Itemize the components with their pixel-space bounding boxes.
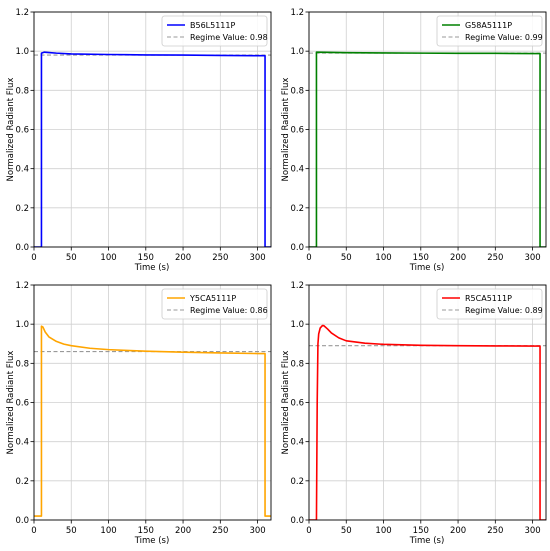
x-tick-label: 0: [31, 526, 36, 536]
y-tick-label: 0.4: [290, 165, 304, 175]
series-line: [309, 51, 546, 247]
y-axis-label: Normalized Radiant Flux: [281, 351, 291, 455]
legend: Y5CA5111P Regime Value: 0.86: [161, 288, 268, 320]
y-axis-label: Normalized Radiant Flux: [6, 351, 16, 455]
legend-label: Regime Value: 0.98: [190, 33, 268, 42]
x-tick-label: 200: [175, 526, 191, 536]
plot-frame: [33, 284, 272, 521]
x-tick-label: 0: [306, 526, 311, 536]
x-tick-label: 300: [249, 253, 265, 263]
x-tick-label: 200: [450, 253, 466, 263]
x-tick-label: 50: [341, 526, 352, 536]
x-tick-label: 50: [66, 526, 77, 536]
y-tick-label: 1.0: [290, 47, 304, 57]
y-tick-label: 0.4: [15, 438, 29, 448]
y-tick-label: 0.4: [290, 438, 304, 448]
y-tick-label: 0.2: [290, 477, 304, 487]
y-tick-label: 0.8: [15, 86, 29, 96]
x-tick-label: 250: [212, 253, 228, 263]
legend-label: Y5CA5111P: [189, 294, 236, 303]
x-tick-label: 0: [306, 253, 311, 263]
y-tick-label: 0.6: [290, 126, 304, 136]
legend-label: Regime Value: 0.86: [190, 306, 268, 315]
x-axis-label: Time (s): [409, 263, 445, 273]
x-tick-label: 100: [100, 526, 116, 536]
chart-panel: 0 50 100 150 200 250 300 0.0 0.2 0.4 0.6 0.8 1.0 1.2 T…: [6, 281, 272, 546]
series-line: [34, 51, 271, 247]
legend-box: [436, 288, 543, 320]
x-tick-label: 300: [524, 253, 540, 263]
plot-frame: [308, 284, 547, 521]
x-tick-label: 250: [212, 526, 228, 536]
y-axis-label: Normalized Radiant Flux: [281, 78, 291, 182]
legend: G58A5111P Regime Value: 0.99: [436, 15, 543, 47]
x-tick-label: 300: [249, 526, 265, 536]
x-tick-label: 250: [487, 526, 503, 536]
y-tick-label: 1.0: [15, 47, 29, 57]
legend-label: Regime Value: 0.99: [465, 33, 543, 42]
x-tick-label: 150: [413, 253, 429, 263]
x-axis-label: Time (s): [409, 536, 445, 546]
legend-box: [161, 15, 268, 47]
y-tick-label: 0.2: [15, 477, 29, 487]
x-tick-label: 0: [31, 253, 36, 263]
y-tick-label: 0.8: [290, 359, 304, 369]
x-tick-label: 100: [375, 526, 391, 536]
y-tick-label: 0.8: [290, 86, 304, 96]
y-tick-label: 1.2: [290, 281, 304, 291]
y-tick-label: 0.6: [15, 399, 29, 409]
y-tick-label: 0.2: [290, 204, 304, 214]
y-tick-label: 1.0: [290, 320, 304, 330]
y-tick-label: 0.4: [15, 165, 29, 175]
x-tick-label: 200: [450, 526, 466, 536]
x-tick-label: 100: [375, 253, 391, 263]
y-tick-label: 0.6: [15, 126, 29, 136]
x-tick-label: 150: [138, 253, 154, 263]
x-tick-label: 300: [524, 526, 540, 536]
chart-panel: 0 50 100 150 200 250 300 0.0 0.2 0.4 0.6 0.8 1.0 1.2 T…: [281, 281, 547, 546]
legend-label: G58A5111P: [465, 21, 512, 30]
legend-label: R5CA5111P: [465, 294, 512, 303]
y-tick-label: 0.2: [15, 204, 29, 214]
legend-label: Regime Value: 0.89: [465, 306, 543, 315]
x-tick-label: 100: [100, 253, 116, 263]
x-tick-label: 50: [66, 253, 77, 263]
y-axis-label: Normalized Radiant Flux: [6, 78, 16, 182]
y-tick-label: 1.2: [15, 8, 29, 18]
y-tick-label: 0.0: [290, 243, 304, 253]
x-tick-label: 150: [138, 526, 154, 536]
y-tick-label: 1.2: [15, 281, 29, 291]
y-tick-label: 0.0: [15, 516, 29, 526]
x-tick-label: 200: [175, 253, 191, 263]
legend-box: [161, 288, 268, 320]
x-axis-label: Time (s): [134, 536, 170, 546]
legend: B56L5111P Regime Value: 0.98: [161, 15, 268, 47]
legend-box: [436, 15, 543, 47]
series-line: [34, 325, 271, 517]
y-tick-label: 0.8: [15, 359, 29, 369]
plot-frame: [33, 11, 272, 248]
y-tick-label: 0.0: [290, 516, 304, 526]
legend-label: B56L5111P: [190, 21, 235, 30]
x-tick-label: 150: [413, 526, 429, 536]
y-tick-label: 0.0: [15, 243, 29, 253]
x-axis-label: Time (s): [134, 263, 170, 273]
legend: R5CA5111P Regime Value: 0.89: [436, 288, 543, 320]
chart-panel: 0 50 100 150 200 250 300 0.0 0.2 0.4 0.6 0.8 1.0 1.2 T…: [281, 8, 547, 273]
chart-panel: 0 50 100 150 200 250 300 0.0 0.2 0.4 0.6 0.8 1.0 1.2 T…: [6, 8, 272, 273]
series-line: [309, 324, 546, 520]
y-tick-label: 1.2: [290, 8, 304, 18]
y-tick-label: 0.6: [290, 399, 304, 409]
x-tick-label: 50: [341, 253, 352, 263]
plot-frame: [308, 11, 547, 248]
y-tick-label: 1.0: [15, 320, 29, 330]
x-tick-label: 250: [487, 253, 503, 263]
